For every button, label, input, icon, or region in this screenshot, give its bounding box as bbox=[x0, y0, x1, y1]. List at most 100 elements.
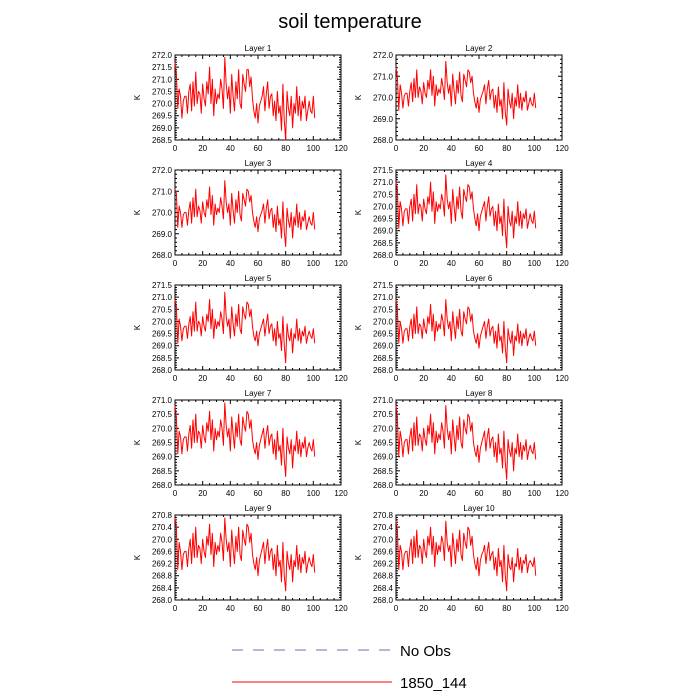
x-tick-label: 100 bbox=[307, 374, 321, 383]
y-tick-label: 268.0 bbox=[152, 481, 173, 490]
y-tick-label: 269.5 bbox=[152, 112, 173, 121]
panel-layer-9: Layer 9 K 0 20 40 60 80 100 120 268.0 268.4 268.8 26… bbox=[133, 504, 348, 613]
x-tick-label: 80 bbox=[281, 144, 290, 153]
x-tick-label: 60 bbox=[254, 374, 263, 383]
x-tick-label: 80 bbox=[502, 489, 511, 498]
x-tick-label: 100 bbox=[307, 259, 321, 268]
y-tick-label: 271.0 bbox=[373, 72, 394, 81]
plot-frame bbox=[395, 399, 563, 486]
y-tick-label: 268.5 bbox=[152, 354, 173, 363]
y-tick-label: 271.0 bbox=[373, 396, 394, 405]
y-axis-label: K bbox=[133, 94, 142, 100]
x-tick-label: 20 bbox=[198, 374, 207, 383]
x-tick-label: 40 bbox=[447, 604, 456, 613]
y-tick-label: 270.0 bbox=[373, 202, 394, 211]
y-tick-label: 269.0 bbox=[152, 124, 173, 133]
x-tick-label: 20 bbox=[419, 374, 428, 383]
y-tick-label: 268.5 bbox=[373, 354, 394, 363]
y-tick-label: 268.0 bbox=[152, 251, 173, 260]
x-tick-label: 100 bbox=[528, 144, 542, 153]
plot-frame bbox=[395, 514, 563, 601]
x-tick-label: 80 bbox=[502, 144, 511, 153]
y-tick-label: 271.0 bbox=[373, 293, 394, 302]
y-tick-label: 271.5 bbox=[373, 281, 394, 290]
y-tick-label: 268.8 bbox=[152, 572, 173, 581]
x-tick-label: 40 bbox=[226, 144, 235, 153]
panel-title: Layer 6 bbox=[466, 274, 493, 283]
y-axis-label: K bbox=[354, 554, 363, 560]
panel-layer-5: Layer 5 K 0 20 40 60 80 100 120 268.0 268.5 269.0 26… bbox=[133, 274, 348, 383]
x-tick-label: 0 bbox=[173, 259, 178, 268]
x-tick-label: 120 bbox=[555, 259, 569, 268]
x-tick-label: 60 bbox=[254, 259, 263, 268]
x-tick-label: 100 bbox=[528, 489, 542, 498]
y-tick-label: 272.0 bbox=[373, 51, 394, 60]
y-tick-label: 272.0 bbox=[152, 166, 173, 175]
y-tick-label: 270.0 bbox=[373, 424, 394, 433]
y-tick-label: 268.0 bbox=[373, 366, 394, 375]
panel-grid: Layer 1 K 0 20 40 60 80 100 120 268.5 269.0 269.5 27… bbox=[133, 44, 569, 613]
x-tick-label: 20 bbox=[198, 604, 207, 613]
y-axis-label: K bbox=[354, 439, 363, 445]
y-tick-label: 270.5 bbox=[152, 305, 173, 314]
x-tick-label: 40 bbox=[226, 489, 235, 498]
x-tick-label: 80 bbox=[502, 374, 511, 383]
legend: No Obs 1850_144 bbox=[232, 643, 467, 692]
x-tick-label: 20 bbox=[419, 259, 428, 268]
x-tick-label: 100 bbox=[528, 374, 542, 383]
y-tick-label: 269.0 bbox=[152, 230, 173, 239]
panel-title: Layer 4 bbox=[466, 159, 493, 168]
y-tick-label: 270.0 bbox=[152, 535, 173, 544]
y-tick-label: 269.5 bbox=[152, 330, 173, 339]
panel-title: Layer 7 bbox=[245, 389, 272, 398]
y-tick-label: 269.6 bbox=[373, 547, 394, 556]
y-tick-label: 270.5 bbox=[152, 87, 173, 96]
y-tick-label: 270.0 bbox=[152, 317, 173, 326]
x-tick-label: 40 bbox=[447, 259, 456, 268]
plot-frame bbox=[395, 54, 563, 141]
y-tick-label: 271.0 bbox=[152, 293, 173, 302]
y-tick-label: 268.0 bbox=[373, 481, 394, 490]
y-tick-label: 268.4 bbox=[152, 584, 173, 593]
x-tick-label: 100 bbox=[307, 489, 321, 498]
y-tick-label: 269.0 bbox=[152, 453, 173, 462]
plot-frame bbox=[395, 169, 563, 256]
y-tick-label: 270.4 bbox=[152, 523, 173, 532]
panel-title: Layer 1 bbox=[245, 44, 272, 53]
x-tick-label: 100 bbox=[528, 604, 542, 613]
panel-layer-2: Layer 2 K 0 20 40 60 80 100 120 268.0 269.0 270.0 27… bbox=[354, 44, 569, 153]
y-tick-label: 270.5 bbox=[373, 410, 394, 419]
y-tick-label: 268.4 bbox=[373, 584, 394, 593]
x-tick-label: 40 bbox=[447, 144, 456, 153]
y-tick-label: 269.0 bbox=[373, 227, 394, 236]
panel-title: Layer 2 bbox=[466, 44, 493, 53]
panel-layer-6: Layer 6 K 0 20 40 60 80 100 120 268.0 268.5 269.0 26… bbox=[354, 274, 569, 383]
x-tick-label: 40 bbox=[226, 259, 235, 268]
series-line-1850-144 bbox=[395, 520, 537, 592]
y-tick-label: 271.0 bbox=[152, 396, 173, 405]
y-tick-label: 271.5 bbox=[373, 166, 394, 175]
y-tick-label: 270.5 bbox=[373, 305, 394, 314]
x-tick-label: 20 bbox=[419, 144, 428, 153]
x-tick-label: 0 bbox=[173, 604, 178, 613]
x-tick-label: 80 bbox=[281, 489, 290, 498]
panel-title: Layer 8 bbox=[466, 389, 493, 398]
x-tick-label: 80 bbox=[502, 604, 511, 613]
x-tick-label: 120 bbox=[334, 374, 348, 383]
x-tick-label: 0 bbox=[173, 374, 178, 383]
x-tick-label: 40 bbox=[226, 604, 235, 613]
y-tick-label: 269.5 bbox=[373, 330, 394, 339]
y-axis-label: K bbox=[133, 554, 142, 560]
panel-layer-8: Layer 8 K 0 20 40 60 80 100 120 268.0 268.5 269.0 26… bbox=[354, 389, 569, 498]
legend-label-no-obs: No Obs bbox=[400, 643, 451, 660]
x-tick-label: 60 bbox=[475, 489, 484, 498]
y-tick-label: 270.0 bbox=[152, 100, 173, 109]
series-line-1850-144 bbox=[395, 299, 537, 364]
y-tick-label: 268.0 bbox=[373, 596, 394, 605]
x-tick-label: 60 bbox=[475, 144, 484, 153]
y-tick-label: 270.0 bbox=[373, 535, 394, 544]
x-tick-label: 60 bbox=[254, 489, 263, 498]
y-tick-label: 270.4 bbox=[373, 523, 394, 532]
x-tick-label: 100 bbox=[307, 604, 321, 613]
